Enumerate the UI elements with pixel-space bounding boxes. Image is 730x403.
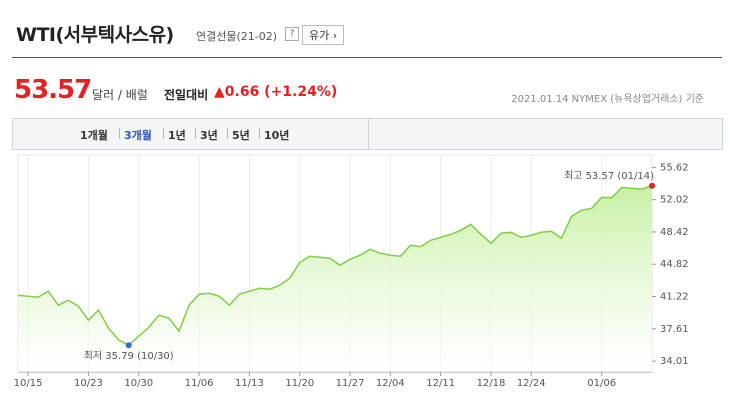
price: 53.57 bbox=[14, 75, 92, 105]
tab[interactable]: 5년 bbox=[232, 129, 250, 142]
annotation: 최저 35.79 (10/30) bbox=[84, 350, 174, 362]
x-tick-label: 11/13 bbox=[235, 378, 264, 389]
button-label: 유가 bbox=[309, 29, 330, 42]
divider bbox=[12, 57, 722, 58]
line bbox=[17, 185, 653, 347]
tab-divider bbox=[368, 118, 369, 149]
tab[interactable]: 1개월 bbox=[80, 129, 108, 142]
area bbox=[18, 185, 652, 372]
x-tick-label: 10/23 bbox=[74, 378, 103, 389]
annotation: 최고 53.57 (01/14) bbox=[564, 170, 654, 182]
y-tick-label: 34.01 bbox=[660, 356, 689, 367]
x-tick-label: 01/06 bbox=[587, 378, 616, 389]
tab-bar bbox=[12, 118, 723, 150]
category-button[interactable]: 유가 › bbox=[302, 25, 345, 45]
x-tick-label: 11/06 bbox=[185, 378, 214, 389]
y-tick-label: 44.82 bbox=[660, 259, 689, 270]
y-tick-label: 52.02 bbox=[660, 195, 689, 206]
help-icon[interactable]: ? bbox=[285, 27, 299, 41]
x-tick-label: 12/04 bbox=[376, 378, 405, 389]
tab[interactable]: 3개월 bbox=[124, 129, 152, 142]
y-tick-label: 48.42 bbox=[660, 227, 689, 238]
x-tick-label: 10/30 bbox=[124, 378, 153, 389]
x-tick-label: 11/20 bbox=[285, 378, 314, 389]
tab[interactable]: 1년 bbox=[168, 129, 186, 142]
x-tick-label: 10/15 bbox=[14, 378, 43, 389]
tab-separator bbox=[195, 128, 196, 139]
tab-separator bbox=[259, 128, 260, 139]
date-note: 2021.01.14 NYMEX (뉴욕상업거래소) 기준 bbox=[511, 94, 704, 105]
tab[interactable]: 3년 bbox=[200, 129, 218, 142]
x-tick-label: 12/24 bbox=[517, 378, 546, 389]
y-tick-label: 37.61 bbox=[660, 324, 689, 335]
tab-separator bbox=[163, 128, 164, 139]
x-tick-label: 11/27 bbox=[336, 378, 365, 389]
tab[interactable]: 10년 bbox=[264, 129, 290, 142]
extreme-marker bbox=[649, 182, 655, 189]
x-tick-label: 12/11 bbox=[426, 378, 455, 389]
y-tick-label: 41.22 bbox=[660, 291, 689, 302]
x-tick-label: 12/18 bbox=[477, 378, 506, 389]
extreme-marker bbox=[125, 342, 132, 349]
chart: 10/15 10/23 10/30 11/06 11/13 11/20 11/27 12/04… bbox=[14, 154, 689, 389]
title: WTI(서부텍사스유) bbox=[16, 24, 174, 46]
change: ▲0.66 (+1.24%) bbox=[214, 84, 338, 100]
tab-separator bbox=[119, 128, 120, 139]
y-tick-label: 55.62 bbox=[660, 162, 689, 173]
unit: 달러 / 배럴 bbox=[92, 88, 148, 102]
tab-separator bbox=[227, 128, 228, 139]
subtitle: 연결선물(21-02) bbox=[196, 30, 278, 43]
change-caption: 전일대비 bbox=[164, 88, 209, 102]
